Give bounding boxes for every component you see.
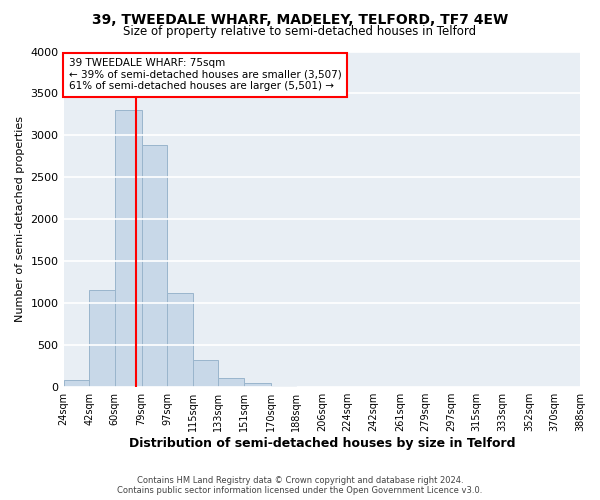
Y-axis label: Number of semi-detached properties: Number of semi-detached properties [15, 116, 25, 322]
Bar [64, 380, 89, 387]
X-axis label: Distribution of semi-detached houses by size in Telford: Distribution of semi-detached houses by … [128, 437, 515, 450]
Text: 39, TWEEDALE WHARF, MADELEY, TELFORD, TF7 4EW: 39, TWEEDALE WHARF, MADELEY, TELFORD, TF… [92, 12, 508, 26]
Bar [244, 382, 271, 387]
Bar [193, 360, 218, 387]
Text: 39 TWEEDALE WHARF: 75sqm
← 39% of semi-detached houses are smaller (3,507)
61% o: 39 TWEEDALE WHARF: 75sqm ← 39% of semi-d… [69, 58, 341, 92]
Bar [167, 293, 193, 387]
Bar [115, 110, 142, 387]
Text: Size of property relative to semi-detached houses in Telford: Size of property relative to semi-detach… [124, 25, 476, 38]
Bar [218, 378, 244, 387]
Bar [142, 146, 167, 387]
Text: Contains HM Land Registry data © Crown copyright and database right 2024.
Contai: Contains HM Land Registry data © Crown c… [118, 476, 482, 495]
Bar [271, 386, 296, 387]
Bar [89, 290, 115, 387]
